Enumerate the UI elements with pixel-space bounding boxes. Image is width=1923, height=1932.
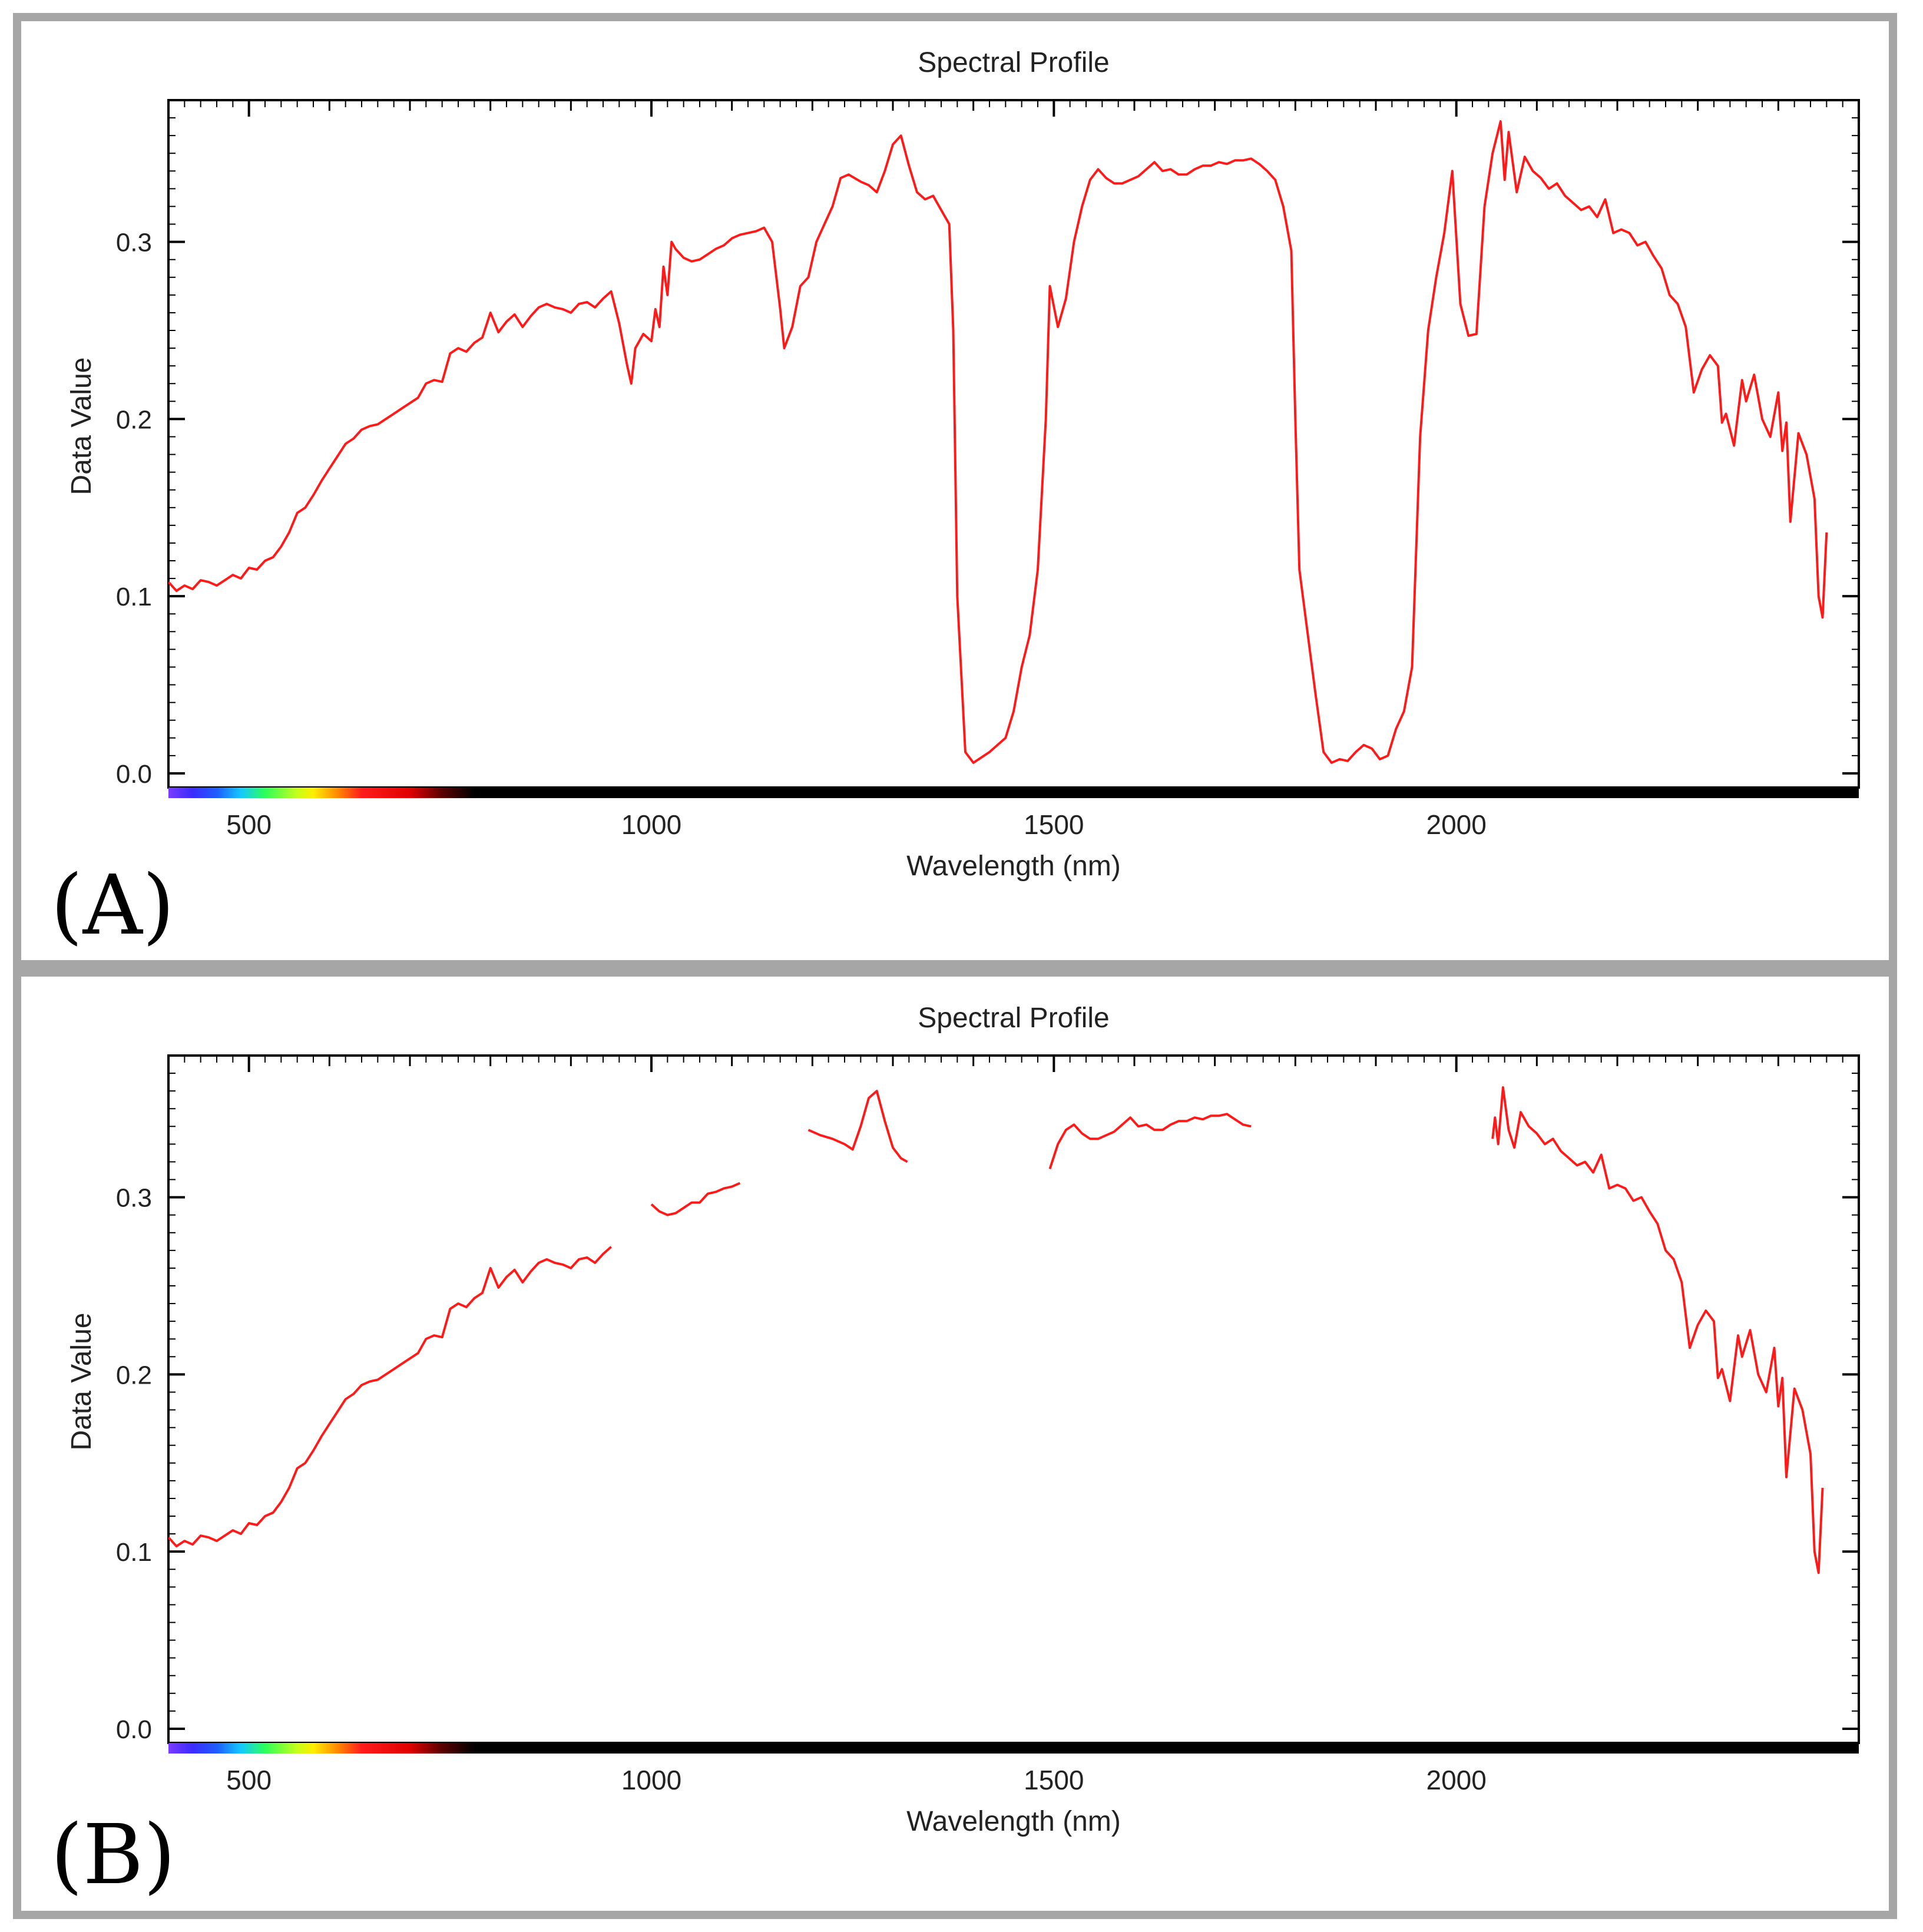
x-tick-label: 500 [226,809,272,840]
spectrum-line-segment [807,1090,908,1163]
y-tick-label: 0.3 [116,1184,152,1213]
x-tick-label: 1000 [621,1765,681,1795]
series-group [168,120,1828,764]
x-axis-label: Wavelength (nm) [906,1806,1121,1837]
x-minor-ticks [184,100,1843,107]
spectrum-line-segment [168,1246,613,1548]
spectrum-line-segment [168,120,1828,764]
y-tick-label: 0.0 [116,1715,152,1744]
x-tick-label: 1500 [1024,809,1084,840]
y-axis-label: Data Value [66,1313,97,1451]
x-tick-label: 500 [226,1765,272,1795]
x-axis-label: Wavelength (nm) [906,851,1121,882]
x-tick-label: 1000 [621,809,681,840]
y-tick-label: 0.2 [116,1361,152,1390]
wavelength-color-bar [168,788,1859,798]
x-mid-ticks [328,100,1779,111]
x-tick-label: 1500 [1024,1765,1084,1795]
chart-title: Spectral Profile [918,1003,1109,1034]
y-minor-ticks [168,117,1859,756]
panel-label-b: (B) [51,1807,176,1903]
x-mid-ticks [328,1056,1779,1066]
spectrum-line-segment [1491,1086,1824,1574]
chart-title: Spectral Profile [918,47,1109,78]
y-minor-ticks [168,1073,1859,1712]
y-tick-label: 0.1 [116,583,152,611]
spectral-profile-chart-b: Spectral Profile 0.0 0.1 0.2 0.3 500 1000 1500 2… [66,1003,1860,1837]
y-tick-label: 0.0 [116,760,152,789]
spectral-profile-chart-a: Spectral Profile 0.0 0.1 0.2 0.3 500 1000 1500 2… [66,47,1860,882]
y-tick-label: 0.2 [116,405,152,434]
x-tick-label: 2000 [1426,1765,1486,1795]
panel-b: Spectral Profile 0.0 0.1 0.2 0.3 500 1000 1500 2… [13,968,1897,1919]
y-tick-label: 0.3 [116,229,152,257]
wavelength-color-bar [168,1743,1859,1754]
y-axis-label: Data Value [66,358,97,495]
panel-label-a: (A) [51,858,175,954]
spectrum-line-segment [1048,1113,1252,1170]
y-tick-label: 0.1 [116,1538,152,1567]
series-group [168,1086,1824,1574]
plot-frame [167,1054,1860,1744]
x-minor-ticks [184,1056,1843,1063]
panel-a: Spectral Profile 0.0 0.1 0.2 0.3 500 1000 1500 2… [13,13,1897,968]
x-tick-label: 2000 [1426,809,1486,840]
spectrum-line-segment [650,1182,741,1216]
